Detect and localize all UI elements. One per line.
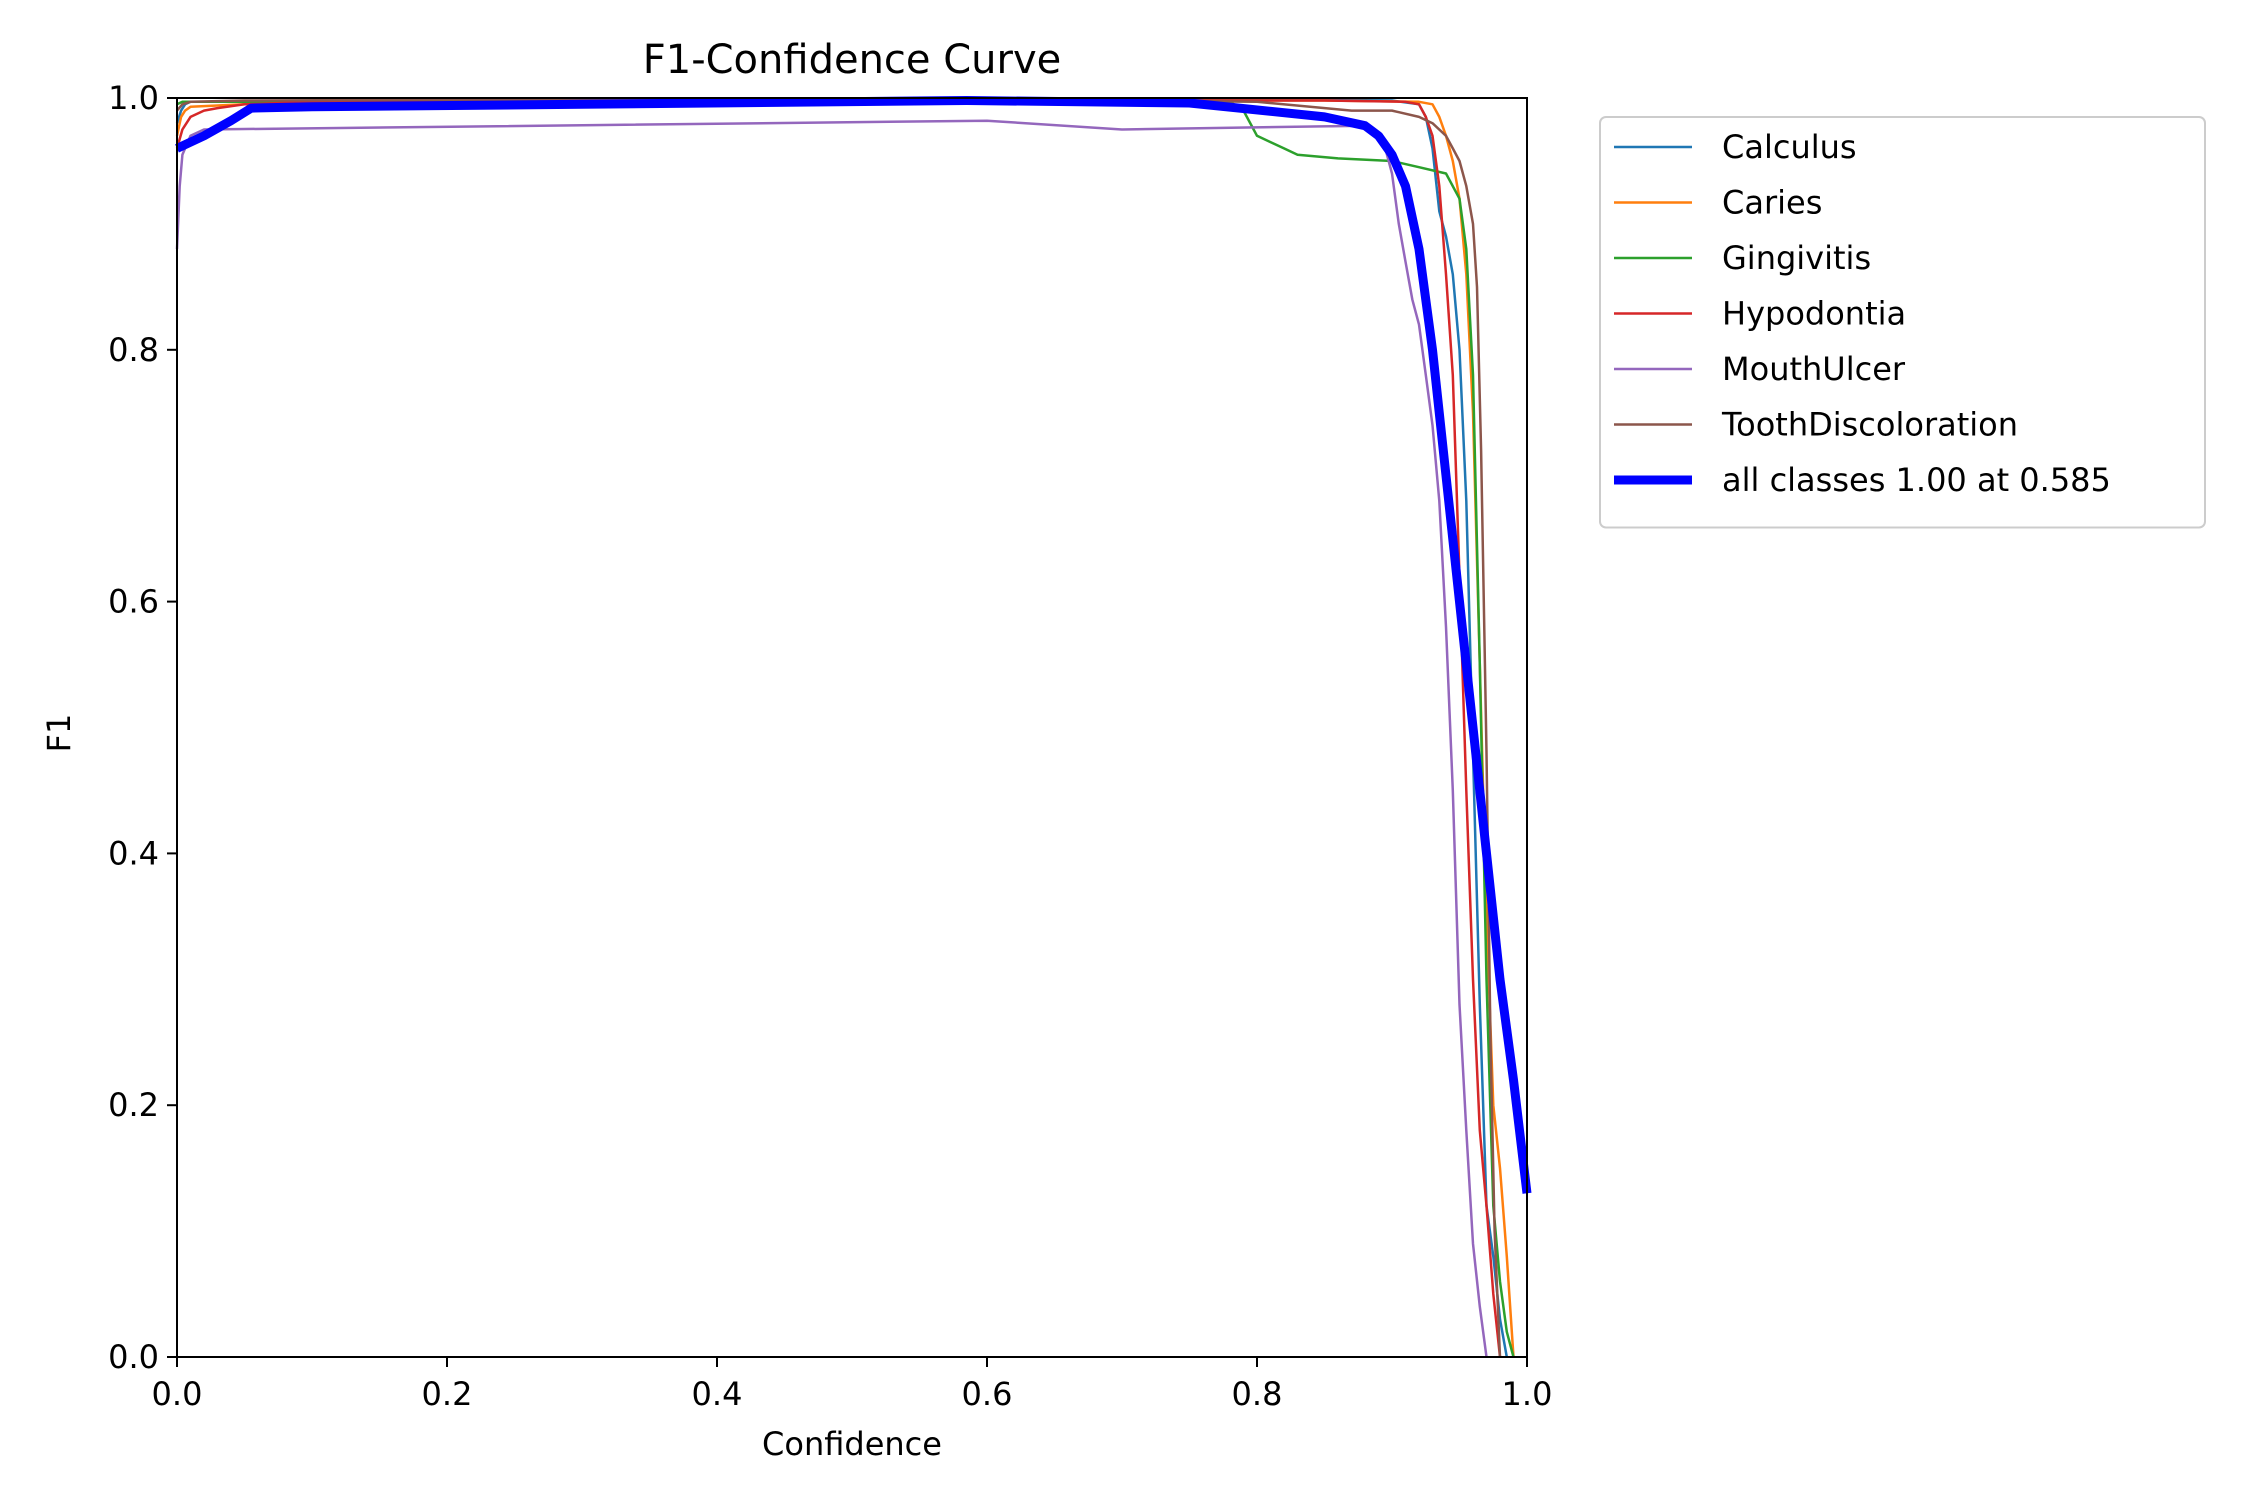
- plot-frame: [176, 97, 1528, 1358]
- legend-label: Hypodontia: [1722, 295, 1906, 333]
- legend-label: MouthUlcer: [1722, 350, 1906, 388]
- x-tick-label: 0.6: [962, 1375, 1013, 1413]
- y-tick-label: 0.2: [108, 1086, 159, 1124]
- series-line-5: [176, 98, 1502, 1358]
- x-tick-label: 0.4: [692, 1375, 743, 1413]
- series-line-3: [175, 99, 1502, 1358]
- series-line-6: [175, 96, 1532, 1194]
- x-tick-label: 0.8: [1232, 1375, 1283, 1413]
- y-tick-label: 0.6: [108, 583, 159, 621]
- x-tick-label: 0.0: [152, 1375, 203, 1413]
- y-tick-label: 0.8: [108, 331, 159, 369]
- x-axis-title: Confidence: [762, 1425, 942, 1463]
- y-axis-title: F1: [40, 714, 78, 753]
- series-line-4: [175, 119, 1488, 1358]
- chart-title: F1-Confidence Curve: [643, 37, 1062, 83]
- legend-box: [1599, 116, 2206, 529]
- x-axis: 0.0 0.2 0.4 0.6 0.8 1.0: [152, 1357, 1553, 1413]
- legend-label: Calculus: [1722, 128, 1857, 166]
- legend-label: ToothDiscoloration: [1721, 406, 2018, 444]
- x-tick-label: 1.0: [1502, 1375, 1553, 1413]
- legend-label: Caries: [1722, 184, 1822, 222]
- y-axis: 0.0 0.2 0.4 0.6 0.8 1.0: [108, 79, 177, 1376]
- legend-label: Gingivitis: [1722, 239, 1871, 277]
- y-tick-label: 1.0: [108, 79, 159, 117]
- x-tick-label: 0.2: [422, 1375, 473, 1413]
- plot-lines: [175, 96, 1532, 1358]
- y-tick-label: 0.0: [108, 1338, 159, 1376]
- legend-label: all classes 1.00 at 0.585: [1722, 461, 2111, 499]
- legend: Calculus Caries Gingivitis Hypodontia MouthU…: [1599, 116, 2206, 529]
- y-tick-label: 0.4: [108, 834, 159, 872]
